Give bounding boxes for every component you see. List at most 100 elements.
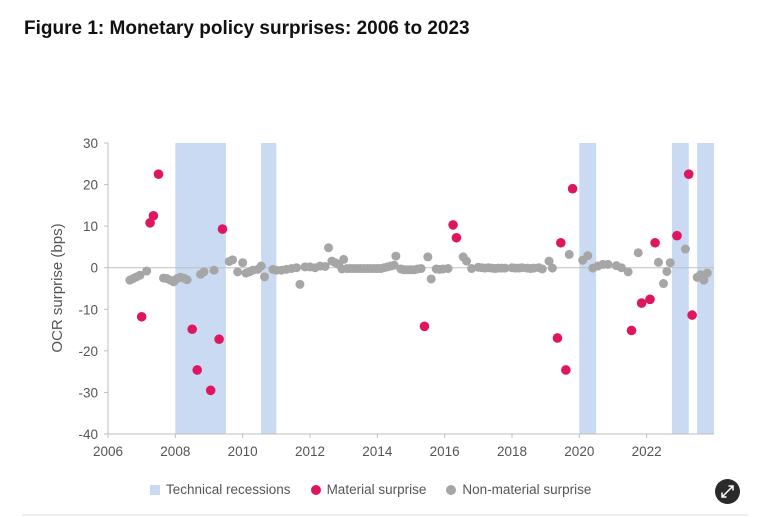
non-material-point bbox=[423, 252, 433, 262]
non-material-point bbox=[500, 263, 510, 273]
non-material-point bbox=[662, 266, 672, 276]
material-point bbox=[153, 169, 164, 179]
non-material-point bbox=[537, 264, 547, 274]
non-material-point bbox=[416, 264, 426, 274]
legend: Technical recessions Material surprise N… bbox=[150, 482, 591, 497]
non-material-point bbox=[564, 249, 574, 259]
non-material-point bbox=[256, 261, 266, 271]
material-point bbox=[561, 365, 571, 375]
non-material-point bbox=[680, 244, 690, 254]
material-series bbox=[136, 169, 697, 396]
non-material-point bbox=[443, 264, 453, 274]
non-material-point bbox=[547, 263, 557, 273]
recession-band bbox=[579, 143, 597, 434]
non-material-point bbox=[324, 243, 334, 253]
non-material-point bbox=[228, 255, 238, 265]
x-tick-label: 2012 bbox=[295, 444, 325, 459]
legend-swatch-nonmaterial bbox=[446, 484, 457, 495]
non-material-point bbox=[665, 258, 675, 268]
material-point bbox=[645, 294, 655, 305]
non-material-point bbox=[182, 275, 192, 285]
non-material-point bbox=[233, 267, 243, 277]
non-material-point bbox=[659, 279, 668, 289]
expand-button[interactable] bbox=[715, 479, 740, 504]
legend-swatch-recessions bbox=[150, 484, 160, 495]
non-material-point bbox=[199, 267, 209, 277]
y-tick-label: -20 bbox=[78, 344, 98, 359]
non-material-point bbox=[292, 263, 302, 273]
recession-band bbox=[261, 143, 277, 434]
material-point bbox=[205, 385, 216, 396]
expand-icon bbox=[721, 485, 734, 498]
recession-band bbox=[175, 143, 226, 434]
material-point bbox=[683, 169, 694, 179]
non-material-point bbox=[616, 263, 626, 273]
material-point bbox=[567, 183, 578, 194]
non-material-point bbox=[209, 265, 219, 275]
x-tick-label: 2020 bbox=[564, 444, 594, 459]
x-tick-label: 2010 bbox=[228, 444, 258, 459]
recession-band bbox=[697, 143, 714, 434]
non-material-point bbox=[544, 256, 554, 266]
legend-item-material: Material surprise bbox=[310, 482, 427, 497]
non-material-point bbox=[467, 264, 477, 274]
material-point bbox=[214, 334, 224, 345]
figure-title: Figure 1: Monetary policy surprises: 200… bbox=[24, 18, 470, 39]
non-material-point bbox=[260, 272, 270, 282]
y-tick-label: 0 bbox=[90, 261, 98, 276]
non-material-point bbox=[583, 251, 593, 261]
non-material-point bbox=[462, 256, 472, 266]
legend-label: Material surprise bbox=[326, 482, 427, 497]
material-point bbox=[187, 324, 197, 335]
non-material-point bbox=[426, 274, 436, 284]
y-tick-label: 20 bbox=[83, 178, 98, 193]
material-point bbox=[650, 237, 660, 248]
non-material-point bbox=[653, 257, 663, 267]
material-point bbox=[148, 210, 159, 221]
x-tick-label: 2016 bbox=[430, 444, 460, 459]
x-tick-label: 2018 bbox=[497, 444, 527, 459]
x-tick-label: 2014 bbox=[362, 444, 393, 459]
legend-label: Non-material surprise bbox=[462, 482, 592, 497]
material-point bbox=[556, 237, 566, 248]
non-material-point bbox=[633, 248, 643, 258]
y-tick-label: -40 bbox=[78, 427, 98, 442]
non-material-point bbox=[295, 279, 305, 289]
non-material-point bbox=[238, 258, 248, 268]
material-point bbox=[192, 365, 203, 375]
y-tick-label: 30 bbox=[83, 136, 98, 151]
y-tick-label: 10 bbox=[83, 219, 98, 234]
non-material-point bbox=[702, 268, 712, 278]
legend-label: Technical recessions bbox=[166, 482, 291, 497]
material-point bbox=[217, 224, 228, 234]
material-point bbox=[419, 321, 430, 332]
material-point bbox=[626, 325, 637, 336]
material-point bbox=[687, 310, 697, 320]
non-material-point bbox=[699, 275, 709, 285]
x-tick-label: 2006 bbox=[93, 444, 123, 459]
non-material-point bbox=[339, 254, 349, 264]
non-material-point bbox=[603, 259, 613, 269]
non-material-point bbox=[142, 266, 152, 276]
non-material-point bbox=[623, 267, 633, 277]
x-tick-label: 2022 bbox=[632, 444, 662, 459]
non-material-point bbox=[391, 251, 401, 261]
legend-swatch-material bbox=[310, 484, 321, 495]
recession-bands bbox=[175, 143, 714, 434]
legend-item-recessions: Technical recessions bbox=[150, 482, 291, 497]
material-point bbox=[136, 311, 147, 322]
material-point bbox=[672, 230, 682, 241]
non-material-point bbox=[389, 260, 399, 270]
material-point bbox=[451, 232, 462, 243]
non-material-point bbox=[135, 270, 145, 280]
material-point bbox=[636, 298, 647, 308]
y-tick-label: -10 bbox=[78, 302, 98, 317]
material-point bbox=[552, 333, 563, 343]
y-tick-label: -30 bbox=[78, 385, 98, 400]
divider bbox=[22, 514, 748, 516]
x-tick-label: 2008 bbox=[160, 444, 190, 459]
non-material-point bbox=[320, 261, 330, 271]
y-axis-title: OCR surprise (bps) bbox=[49, 223, 66, 352]
